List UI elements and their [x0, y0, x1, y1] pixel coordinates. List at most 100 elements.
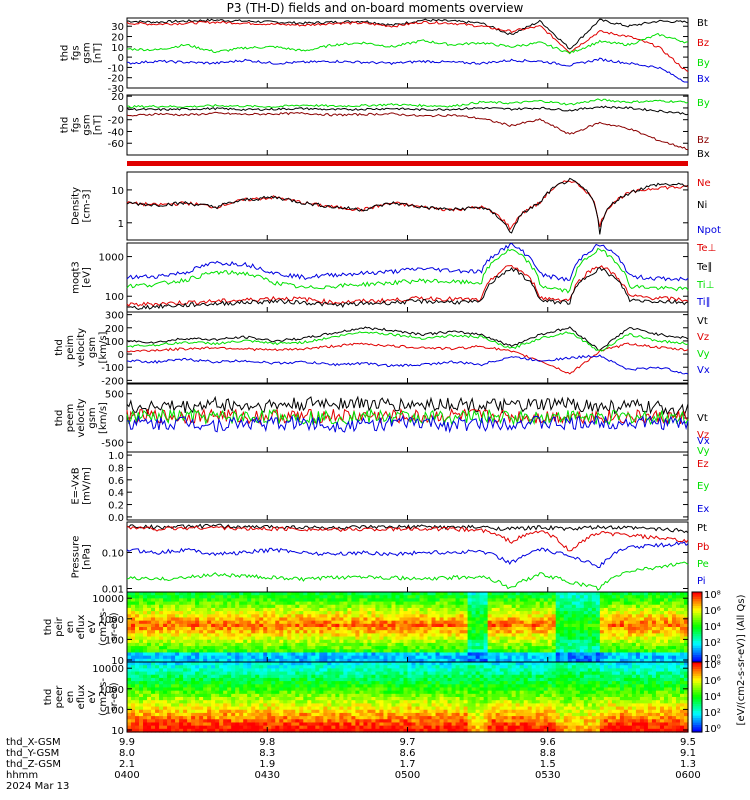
heat-cell — [407, 633, 413, 638]
heat-cell — [411, 649, 417, 654]
heat-cell — [267, 658, 272, 663]
heat-cell — [315, 598, 320, 603]
heat-cell — [191, 627, 196, 631]
heat-cell — [631, 639, 637, 644]
heat-cell — [199, 655, 204, 660]
heat-cell — [423, 623, 429, 628]
heat-cell — [615, 611, 621, 615]
heat-cell — [615, 646, 621, 650]
heat-cell — [323, 639, 328, 644]
heat-cell — [251, 693, 256, 698]
heat-cell — [279, 595, 284, 599]
heat-cell — [411, 712, 417, 717]
heat-cell — [159, 639, 164, 644]
heat-cell — [539, 595, 545, 599]
heat-cell — [339, 617, 344, 622]
heat-cell — [351, 652, 357, 657]
heat-cell — [415, 649, 421, 654]
series-pressure-Pi — [126, 541, 689, 568]
heat-cell — [383, 684, 389, 689]
heat-cell — [331, 607, 336, 612]
heat-cell — [403, 592, 409, 596]
heat-cell — [395, 658, 401, 663]
heat-cell — [347, 725, 352, 730]
heat-cell — [631, 655, 637, 660]
heat-cell — [531, 630, 537, 634]
heat-cell — [623, 636, 629, 641]
heat-cell — [667, 642, 673, 647]
heat-cell — [235, 607, 240, 612]
heat-cell — [335, 633, 340, 638]
heat-cell — [459, 655, 465, 660]
heat-cell — [263, 665, 268, 669]
heat-cell — [455, 595, 461, 599]
heat-cell — [615, 601, 621, 606]
heat-cell — [183, 655, 188, 660]
heat-cell — [307, 642, 312, 647]
heat-cell — [275, 611, 280, 615]
heat-cell — [235, 690, 240, 695]
heat-cell — [271, 611, 276, 615]
ytick-label: 100 — [105, 337, 124, 348]
heat-cell — [359, 592, 365, 596]
heat-cell — [407, 697, 413, 701]
heat-cell — [511, 649, 517, 654]
heat-cell — [291, 636, 296, 641]
heat-cell — [595, 627, 601, 631]
heat-cell — [191, 662, 196, 666]
heat-cell — [171, 728, 176, 733]
heat-cell — [327, 642, 332, 647]
heat-cell — [275, 719, 280, 724]
heat-cell — [539, 620, 545, 625]
heat-cell — [143, 668, 148, 673]
heat-cell — [335, 620, 340, 625]
heat-cell — [643, 614, 649, 619]
heat-cell — [307, 604, 312, 609]
heat-cell — [183, 700, 188, 704]
heat-cell — [599, 598, 605, 603]
heat-cell — [243, 725, 248, 730]
heat-cell — [487, 611, 493, 615]
heat-cell — [279, 630, 284, 634]
heat-cell — [299, 706, 304, 711]
heat-cell — [227, 652, 232, 657]
heat-cell — [139, 620, 144, 625]
heat-cell — [547, 598, 553, 603]
heat-cell — [211, 677, 216, 682]
heat-cell — [203, 642, 208, 647]
heat-cell — [311, 687, 316, 692]
heat-cell — [311, 614, 316, 619]
heat-cell — [435, 607, 441, 612]
heat-cell — [347, 636, 352, 641]
heat-cell — [367, 677, 373, 682]
heat-cell — [127, 722, 132, 727]
heat-cell — [483, 620, 489, 625]
heat-cell — [423, 687, 429, 692]
panel-frame-pressure — [126, 521, 689, 593]
heat-cell — [283, 712, 288, 717]
heat-cell — [163, 712, 168, 717]
heat-cell — [595, 652, 601, 657]
heat-cell — [183, 722, 188, 727]
heat-cell — [279, 690, 284, 695]
heat-cell — [347, 722, 352, 727]
heat-cell — [299, 697, 304, 701]
heat-cell — [611, 633, 617, 638]
heat-cell — [223, 693, 228, 698]
heat-cell — [615, 620, 621, 625]
heat-cell — [239, 601, 244, 606]
heat-cell — [251, 728, 256, 733]
heat-cell — [155, 716, 160, 720]
heat-cell — [419, 598, 425, 603]
heat-cell — [275, 617, 280, 622]
heat-cell — [375, 665, 381, 669]
heat-cell — [451, 639, 457, 644]
heat-cell — [299, 725, 304, 730]
heat-cell — [511, 646, 517, 650]
heat-cell — [455, 646, 461, 650]
heat-cell — [387, 604, 393, 609]
heat-cell — [463, 614, 469, 619]
heat-cell — [203, 636, 208, 641]
heat-cell — [411, 633, 417, 638]
heat-cell — [359, 722, 365, 727]
